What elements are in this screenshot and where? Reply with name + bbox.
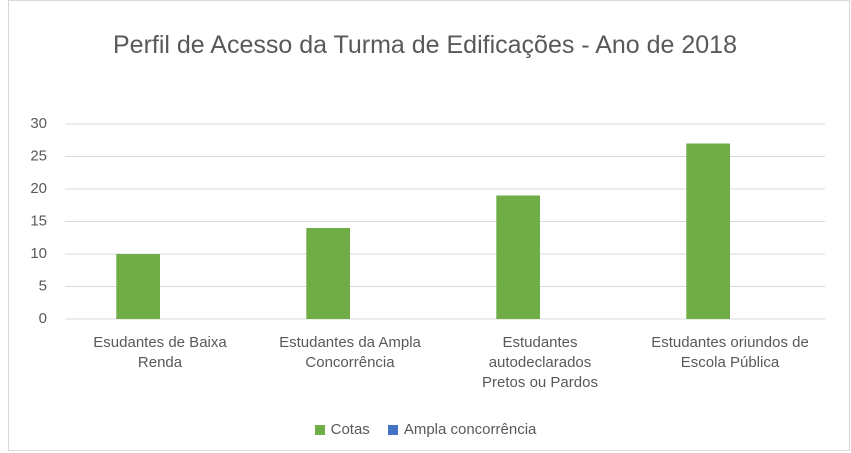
chart-title: Perfil de Acesso da Turma de Edificações… <box>113 31 737 59</box>
legend-label: Cotas <box>330 421 370 438</box>
bar <box>306 228 350 319</box>
y-tick-label: 10 <box>30 245 47 262</box>
x-tick-label: Estudantes autodeclarados Pretos ou Pard… <box>482 334 598 391</box>
legend-item: Ampla concorrência <box>387 421 537 438</box>
y-tick-label: 20 <box>30 180 47 197</box>
chart-border <box>8 0 850 451</box>
legend: Cotas Ampla concorrência <box>0 421 851 438</box>
legend-swatch <box>387 425 398 436</box>
y-tick-label: 25 <box>30 147 47 164</box>
x-tick-label: Esudantes de Baixa Renda <box>93 334 227 371</box>
legend-label: Ampla concorrência <box>403 421 537 438</box>
legend-item: Cotas <box>314 421 370 438</box>
y-tick-label: 0 <box>39 310 47 327</box>
y-tick-label: 30 <box>30 115 47 132</box>
y-tick-label: 5 <box>39 277 47 294</box>
bar <box>116 254 160 319</box>
bar <box>686 143 730 319</box>
x-tick-label: Estudantes da Ampla Concorrência <box>279 334 421 371</box>
y-tick-label: 15 <box>30 212 47 229</box>
legend-swatch <box>314 425 325 436</box>
bar <box>496 195 540 319</box>
x-tick-label: Estudantes oriundos de Escola Pública <box>651 334 809 371</box>
